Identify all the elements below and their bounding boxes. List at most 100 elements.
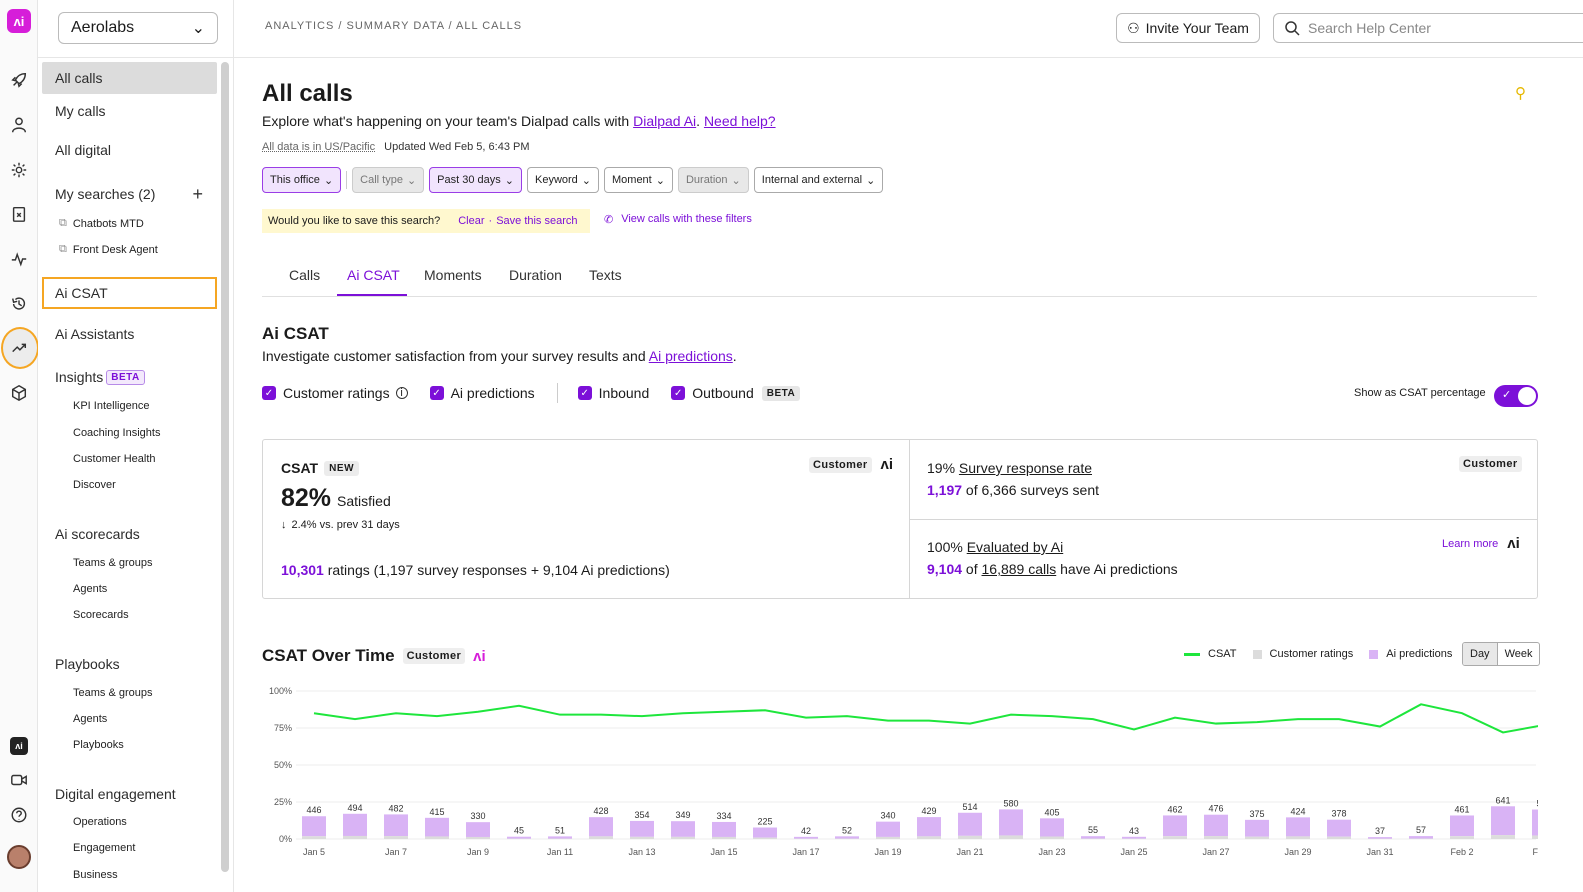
sidebar-item-pb-teams[interactable]: Teams & groups xyxy=(73,687,153,699)
filter-date-range[interactable]: Past 30 days ⌄ xyxy=(429,167,522,193)
avatar[interactable] xyxy=(7,845,31,869)
bar-data-label: 43 xyxy=(1129,826,1139,836)
bar-data-label: 354 xyxy=(634,810,649,820)
filter-keyword[interactable]: Keyword ⌄ xyxy=(526,167,599,193)
tab-calls[interactable]: Calls xyxy=(289,267,321,283)
customer-ratings-checkbox[interactable]: ✓ Customer ratings i xyxy=(262,385,408,401)
bar-data-label: 375 xyxy=(1249,809,1264,819)
sidebar-item-ai-csat[interactable]: Ai CSAT xyxy=(42,277,217,309)
sidebar-item-pb-playbooks[interactable]: Playbooks xyxy=(73,739,124,751)
view-calls-link[interactable]: ✆ View calls with these filters xyxy=(604,213,752,226)
active-tab-indicator xyxy=(337,294,407,296)
sidebar-item-sc-teams[interactable]: Teams & groups xyxy=(73,557,153,569)
x-tick-label: Jan 13 xyxy=(628,847,655,857)
person-icon[interactable] xyxy=(9,115,29,135)
customer-tag: Customer xyxy=(402,648,466,664)
sidebar-item-pb-agents[interactable]: Agents xyxy=(73,713,108,725)
sidebar-item-discover[interactable]: Discover xyxy=(73,479,116,491)
tab-duration[interactable]: Duration xyxy=(509,267,562,283)
sidebar-item-customer-health[interactable]: Customer Health xyxy=(73,453,156,465)
legend-ai-swatch xyxy=(1369,649,1379,659)
customer-rating-bar xyxy=(712,836,736,839)
sidebar-item-my-calls[interactable]: My calls xyxy=(55,103,106,119)
help-search-input[interactable]: Search Help Center xyxy=(1273,13,1583,43)
filter-moment[interactable]: Moment ⌄ xyxy=(604,167,673,193)
learn-more-link[interactable]: Learn more xyxy=(1442,537,1499,550)
ai-predictions-checkbox[interactable]: ✓ Ai predictions xyxy=(429,385,535,401)
pin-icon[interactable]: ⚲ xyxy=(1515,85,1526,102)
sidebar-item-sc-agents[interactable]: Agents xyxy=(73,583,108,595)
add-search-icon[interactable]: + xyxy=(192,183,203,204)
bar-data-label: 641 xyxy=(1495,795,1510,805)
sidebar-item-kpi[interactable]: KPI Intelligence xyxy=(73,400,150,412)
saved-search-item[interactable]: ⧉ Chatbots MTD xyxy=(59,217,144,230)
sidebar-item-business[interactable]: Business xyxy=(73,869,118,881)
clear-filters-link[interactable]: Clear xyxy=(458,215,485,227)
sidebar-item-engagement[interactable]: Engagement xyxy=(73,842,136,854)
bar-data-label: 462 xyxy=(1167,804,1182,814)
save-search-link[interactable]: Save this search xyxy=(496,215,578,227)
search-icon xyxy=(1285,21,1300,36)
ai-predictions-link[interactable]: Ai predictions xyxy=(648,348,733,364)
survey-count: 1,197 of 6,366 surveys sent xyxy=(927,482,1100,498)
tab-ai-csat[interactable]: Ai CSAT xyxy=(347,267,400,283)
csat-summary-cards: CSAT NEW Customer ʌi 82% Satisfied ↓ 2.4% v… xyxy=(262,439,1538,599)
tab-texts[interactable]: Texts xyxy=(589,267,622,283)
outbound-checkbox[interactable]: ✓ Outbound BETA xyxy=(671,385,801,401)
filter-duration[interactable]: Duration ⌄ xyxy=(677,167,749,193)
clipboard-icon[interactable] xyxy=(9,204,29,224)
need-help-link[interactable]: Need help? xyxy=(703,113,776,129)
bar-data-label: 340 xyxy=(880,811,895,821)
help-icon[interactable] xyxy=(9,805,29,825)
csat-percentage-toggle[interactable]: ✓ xyxy=(1494,385,1538,407)
sidebar-item-all-calls[interactable]: All calls xyxy=(42,62,217,94)
gear-icon[interactable] xyxy=(9,160,29,180)
saved-search-item[interactable]: ⧉ Front Desk Agent xyxy=(59,243,158,256)
filter-internal-external[interactable]: Internal and external ⌄ xyxy=(753,167,884,193)
ai-prediction-bar xyxy=(1491,806,1515,836)
week-button[interactable]: Week xyxy=(1504,648,1533,660)
sidebar-item-ai-scorecards[interactable]: Ai scorecards xyxy=(55,526,140,542)
sidebar-item-sc-scorecards[interactable]: Scorecards xyxy=(73,609,129,621)
invite-team-button[interactable]: ⚇ Invite Your Team xyxy=(1116,13,1260,43)
info-icon[interactable]: i xyxy=(395,387,408,399)
dialpad-ai-icon[interactable]: ʌi xyxy=(10,737,28,755)
bar-data-label: 378 xyxy=(1331,809,1346,819)
tab-moments[interactable]: Moments xyxy=(424,267,482,283)
day-button[interactable]: Day xyxy=(1463,643,1498,665)
sidebar-item-operations[interactable]: Operations xyxy=(73,816,127,828)
survey-rate-link[interactable]: Survey response rate xyxy=(958,460,1092,476)
customer-rating-bar xyxy=(1532,835,1538,839)
calls-link[interactable]: 16,889 calls xyxy=(981,561,1057,577)
csat-line xyxy=(313,703,1538,734)
sidebar-my-searches[interactable]: My searches (2) + xyxy=(42,183,217,204)
sidebar-item-coaching[interactable]: Coaching Insights xyxy=(73,427,161,439)
sidebar-item-digital-engagement[interactable]: Digital engagement xyxy=(55,786,176,802)
ai-prediction-bar xyxy=(958,812,982,836)
csat-percentage-label: Show as CSAT percentage xyxy=(1354,387,1486,399)
timezone-note[interactable]: All data is in US/Pacific xyxy=(262,141,376,153)
inbound-checkbox[interactable]: ✓ Inbound xyxy=(577,385,649,401)
filter-office[interactable]: This office ⌄ xyxy=(262,167,342,193)
x-tick-label: Jan 11 xyxy=(547,847,573,857)
sidebar-item-insights[interactable]: Insights BETA xyxy=(42,369,217,385)
ai-prediction-bar xyxy=(999,809,1023,836)
trending-icon[interactable] xyxy=(9,338,29,358)
cube-icon[interactable] xyxy=(9,383,29,403)
dialpad-ai-link[interactable]: Dialpad Ai xyxy=(633,113,697,129)
rocket-icon[interactable] xyxy=(9,70,29,90)
y-tick-label: 0% xyxy=(279,834,292,844)
sidebar-item-ai-assistants[interactable]: Ai Assistants xyxy=(55,326,135,342)
filter-call-type[interactable]: Call type ⌄ xyxy=(352,167,425,193)
video-icon[interactable] xyxy=(9,770,29,790)
sidebar-item-playbooks[interactable]: Playbooks xyxy=(55,656,120,672)
history-icon[interactable] xyxy=(9,294,29,314)
ai-prediction-bar xyxy=(1286,817,1310,837)
dialpad-logo[interactable]: ʌi xyxy=(7,9,31,33)
bar-data-label: 415 xyxy=(429,807,444,817)
pulse-icon[interactable] xyxy=(9,249,29,269)
evaluated-link[interactable]: Evaluated by Ai xyxy=(966,539,1064,555)
workspace-select[interactable]: Aerolabs ⌄ xyxy=(58,12,218,44)
sidebar-scrollbar[interactable] xyxy=(221,62,229,872)
sidebar-item-all-digital[interactable]: All digital xyxy=(55,142,112,158)
